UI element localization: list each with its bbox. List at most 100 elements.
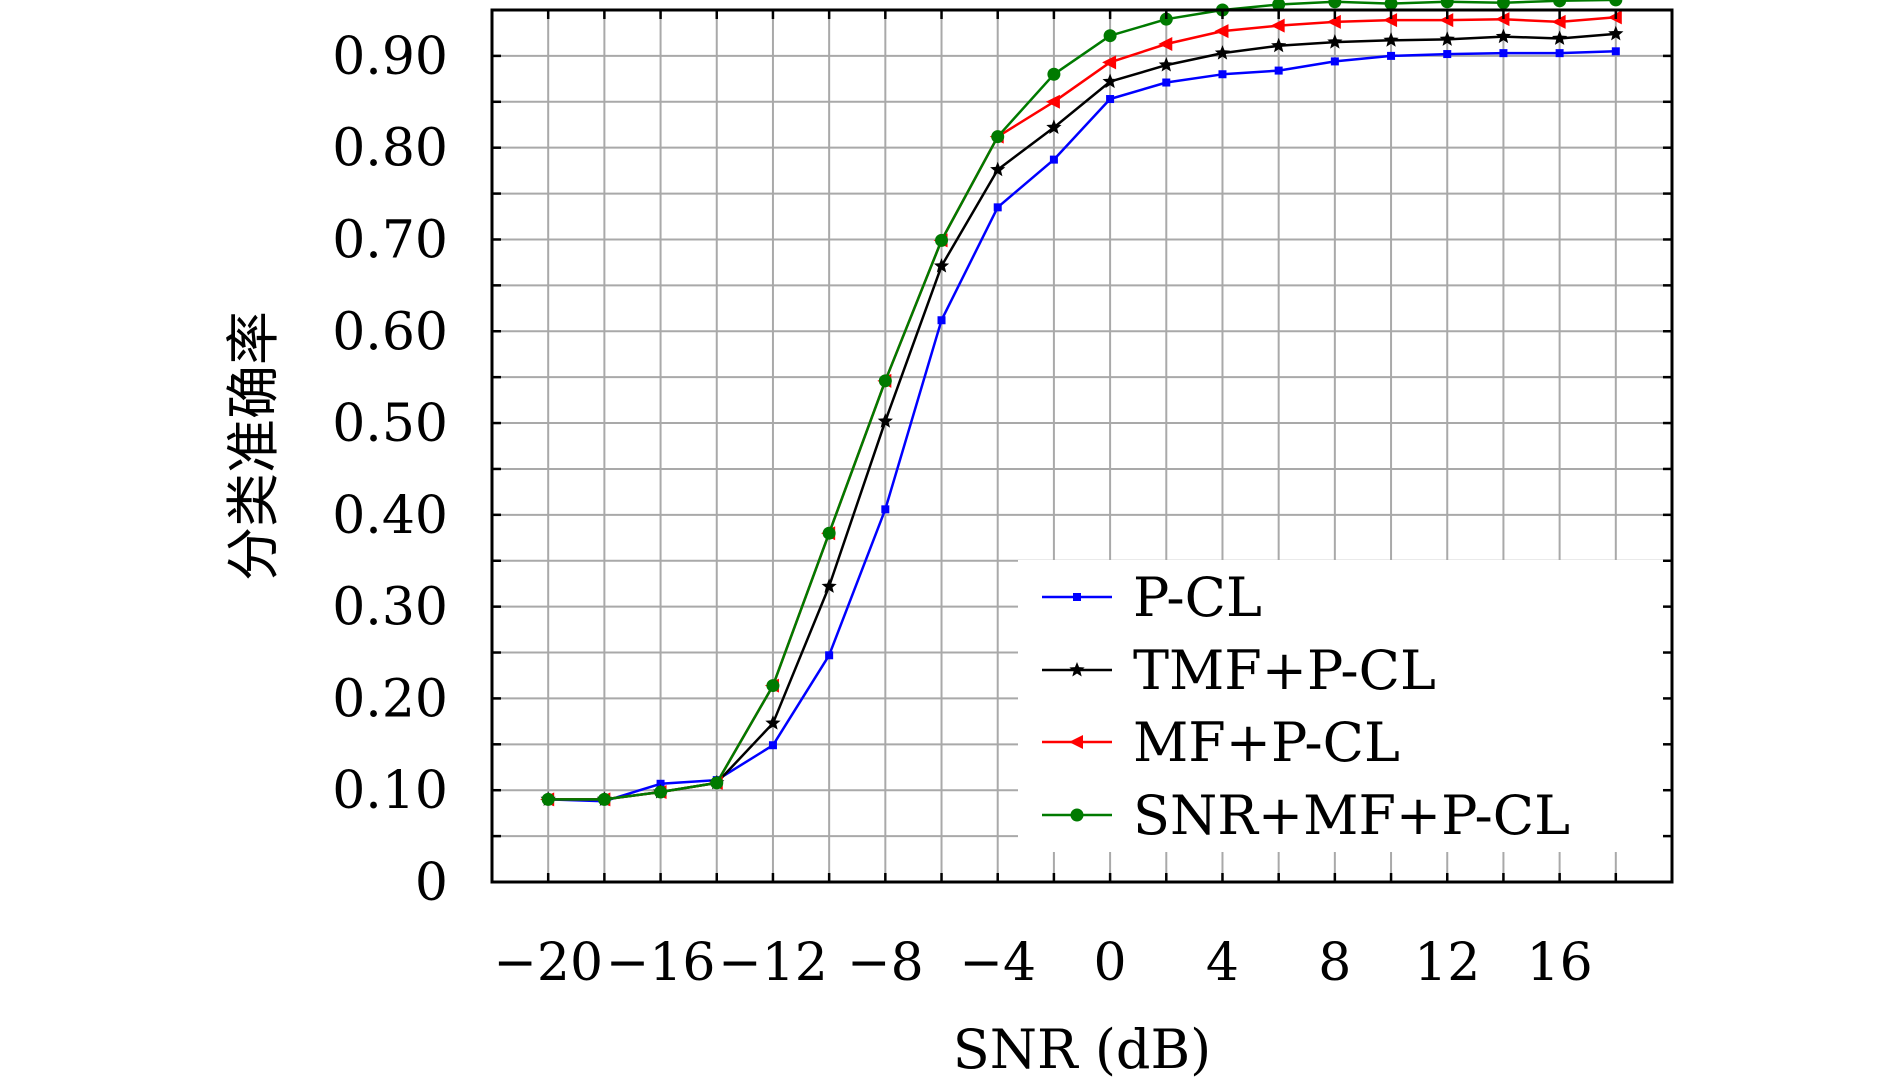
legend-box	[1018, 560, 1670, 852]
y-tick-label: 0.60	[332, 302, 448, 362]
data-point	[1102, 73, 1118, 89]
data-point	[821, 578, 837, 593]
data-point	[765, 715, 781, 730]
x-tick-label: −20	[493, 933, 603, 993]
legend-marker	[1073, 593, 1081, 601]
series-line	[548, 0, 1616, 801]
y-tick-label: 0.10	[332, 761, 448, 821]
data-point	[877, 413, 893, 428]
x-tick-label: 16	[1527, 933, 1593, 993]
data-point	[1387, 51, 1396, 60]
x-tick-label: 4	[1206, 933, 1239, 993]
data-point	[933, 258, 950, 273]
legend-marker	[1069, 662, 1085, 677]
y-tick-label: 0.80	[332, 119, 448, 179]
y-tick-label: 0.50	[332, 394, 448, 454]
axis-ticks: −20 −16 −12 −8 −4 0 4 8 12 16 0 0.10 0.20 0.30 0.40 0.5…	[332, 8, 1672, 993]
data-point	[1443, 50, 1452, 59]
data-point	[1327, 34, 1343, 49]
data-point	[1274, 66, 1283, 75]
legend-label: SNR+MF+P-CL	[1133, 784, 1570, 847]
data-point	[1383, 13, 1398, 28]
data-point	[1555, 49, 1564, 58]
x-tick-label: 8	[1318, 933, 1351, 993]
data-point	[1162, 78, 1171, 87]
series-line	[548, 32, 1616, 801]
data-point	[1439, 13, 1454, 28]
x-tick-label: −16	[606, 933, 716, 993]
data-point	[1102, 55, 1117, 70]
y-tick-label: 0.70	[332, 210, 448, 270]
data-point	[1272, 0, 1286, 11]
data-point	[656, 779, 665, 788]
y-tick-label: 0.90	[332, 27, 448, 87]
data-point	[1499, 49, 1508, 58]
data-point	[654, 785, 668, 799]
data-point	[768, 741, 777, 750]
data-point	[1440, 0, 1454, 9]
data-point	[1103, 29, 1117, 43]
legend-entry: SNR+MF+P-CL	[1042, 784, 1570, 847]
x-tick-label: −4	[959, 933, 1036, 993]
data-point	[1214, 45, 1231, 60]
x-tick-label: 12	[1414, 933, 1480, 993]
data-point	[1158, 36, 1173, 51]
data-point	[766, 679, 780, 693]
legend: P-CL TMF+P-CL MF+P-CL SNR+MF+P-CL	[1018, 560, 1670, 852]
data-point	[1106, 95, 1115, 104]
x-tick-label: 0	[1094, 933, 1127, 993]
y-tick-label: 0	[415, 853, 448, 913]
legend-entry: P-CL	[1042, 566, 1262, 629]
series-snr-mf-p-cl	[541, 0, 1623, 806]
data-point	[1047, 67, 1061, 81]
x-tick-label: −12	[718, 933, 828, 993]
data-point	[1214, 24, 1229, 39]
legend-marker	[1069, 735, 1083, 749]
data-point	[1049, 155, 1058, 164]
plot-frame	[490, 8, 1674, 884]
data-point	[1383, 32, 1399, 47]
data-point	[1609, 0, 1623, 7]
data-point	[937, 316, 946, 325]
x-tick-label: −8	[847, 933, 924, 993]
data-point	[1495, 28, 1512, 44]
data-point	[825, 651, 834, 660]
data-point	[1439, 31, 1455, 46]
y-tick-label: 0.30	[332, 578, 448, 638]
data-point	[1551, 14, 1566, 29]
legend-entry: MF+P-CL	[1042, 711, 1400, 774]
data-point	[822, 526, 836, 540]
data-point	[1271, 37, 1287, 53]
legend-label: P-CL	[1133, 566, 1262, 629]
data-point	[597, 792, 611, 806]
y-axis-title: 分类准确率	[222, 311, 285, 581]
legend-label: TMF+P-CL	[1133, 639, 1436, 702]
y-tick-label: 0.20	[332, 669, 448, 729]
plot-series	[540, 0, 1624, 807]
data-point	[541, 792, 555, 806]
data-point	[878, 374, 892, 388]
data-point	[1158, 57, 1174, 72]
data-point	[1045, 94, 1060, 109]
legend-entry: TMF+P-CL	[1042, 639, 1436, 702]
data-point	[710, 776, 724, 790]
data-point	[1046, 119, 1062, 134]
data-point	[1326, 14, 1341, 29]
y-tick-label: 0.40	[332, 486, 448, 546]
data-point	[935, 233, 949, 247]
legend-label: MF+P-CL	[1133, 711, 1400, 774]
data-point	[990, 161, 1006, 177]
data-point	[1553, 0, 1567, 8]
data-point	[991, 130, 1005, 144]
legend-marker	[1070, 808, 1084, 822]
data-point	[1270, 18, 1285, 33]
data-point	[1328, 0, 1342, 9]
x-axis-title: SNR (dB)	[953, 1018, 1211, 1081]
data-point	[1159, 12, 1173, 26]
data-point	[1495, 12, 1510, 27]
data-point	[993, 203, 1002, 212]
data-point	[1384, 0, 1398, 11]
data-point	[1608, 25, 1624, 41]
